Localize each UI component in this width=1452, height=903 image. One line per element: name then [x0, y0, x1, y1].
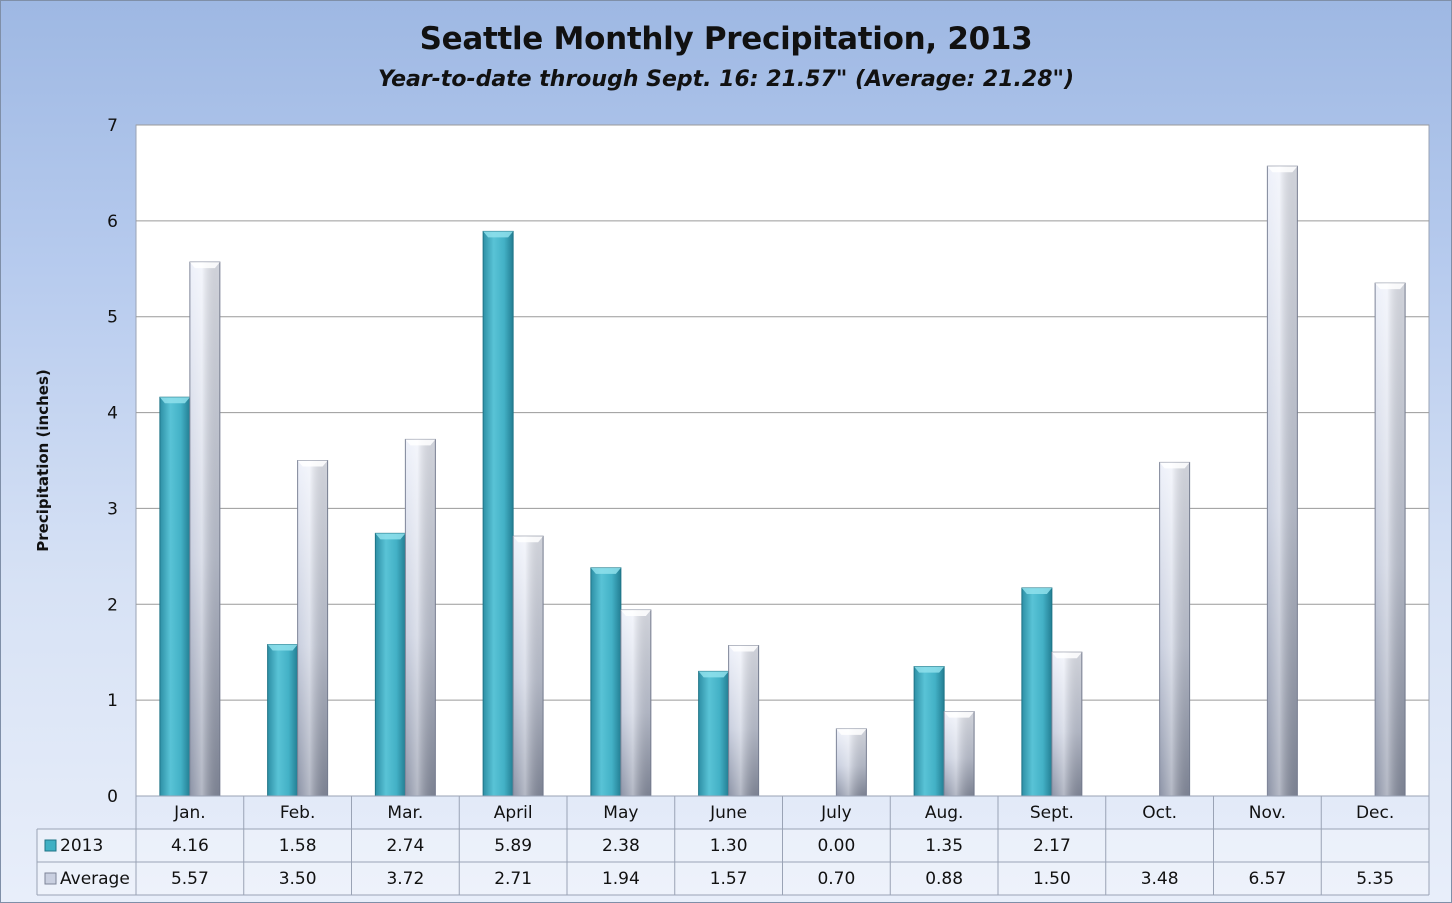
y-tick-label: 0 — [107, 787, 118, 807]
data-label: 1.94 — [602, 869, 640, 889]
bar-bevel — [267, 644, 298, 651]
bar-shine — [189, 262, 220, 797]
data-label: 2.71 — [494, 869, 532, 889]
data-label: 6.57 — [1248, 869, 1286, 889]
bar-bevel — [590, 567, 621, 574]
data-label: 5.57 — [171, 869, 209, 889]
chart-subtitle: Year-to-date through Sept. 16: 21.57" (A… — [377, 67, 1075, 92]
bar-shine — [620, 610, 651, 796]
data-label: 2.74 — [386, 836, 424, 856]
bar-bevel — [1021, 587, 1052, 594]
bar-2013 — [1021, 587, 1053, 797]
bar-shine — [405, 439, 436, 796]
bar-2013 — [159, 396, 191, 797]
bar-shine — [1375, 283, 1406, 796]
legend-label: Average — [60, 869, 130, 889]
bar-shine — [1051, 652, 1082, 796]
bar-bevel — [297, 460, 328, 467]
data-label: 2.38 — [602, 836, 640, 856]
y-tick-label: 2 — [107, 595, 118, 615]
y-tick-label: 4 — [107, 404, 118, 424]
legend-key-2013 — [44, 839, 57, 852]
bar-bevel — [836, 728, 867, 735]
data-label: 3.50 — [279, 869, 317, 889]
legend-key-average — [44, 872, 57, 885]
x-tick-label: June — [709, 803, 747, 823]
y-tick-label: 3 — [107, 499, 118, 519]
data-label: 4.16 — [171, 836, 209, 856]
data-label: 1.50 — [1033, 869, 1071, 889]
x-tick-label: April — [494, 803, 533, 823]
data-label: 5.89 — [494, 836, 532, 856]
data-label: 1.58 — [279, 836, 317, 856]
bar-2013 — [590, 567, 622, 797]
bar-bevel — [375, 533, 406, 540]
bar-bevel — [620, 610, 651, 617]
x-tick-label: Sept. — [1030, 803, 1074, 823]
bar-bevel — [1375, 283, 1406, 290]
bar-bevel — [1051, 652, 1082, 659]
x-tick-label: Oct. — [1142, 803, 1177, 823]
data-label: 1.57 — [710, 869, 748, 889]
x-tick-label: Mar. — [387, 803, 423, 823]
x-tick-label: Jan. — [173, 803, 206, 823]
y-tick-label: 7 — [107, 116, 118, 136]
bar-shine — [513, 536, 544, 796]
bar-bevel — [483, 231, 514, 238]
y-tick-label: 5 — [107, 308, 118, 328]
data-label: 0.88 — [925, 869, 963, 889]
bar-2013 — [913, 666, 945, 797]
bar-bevel — [405, 439, 436, 446]
bar-bevel — [1267, 166, 1298, 173]
chart-title: Seattle Monthly Precipitation, 2013 — [419, 21, 1033, 57]
x-tick-label: Aug. — [925, 803, 964, 823]
legend-label: 2013 — [60, 836, 103, 856]
x-tick-label: Nov. — [1249, 803, 1286, 823]
data-label: 0.70 — [817, 869, 855, 889]
bar-bevel — [1159, 462, 1190, 469]
bar-shine — [944, 711, 975, 796]
data-label: 3.48 — [1141, 869, 1179, 889]
data-label: 3.72 — [386, 869, 424, 889]
y-tick-label: 1 — [107, 691, 118, 711]
bar-bevel — [698, 671, 729, 678]
bar-2013 — [374, 532, 406, 797]
bar-bevel — [159, 397, 190, 404]
bar-shine — [836, 728, 867, 796]
data-label: 5.35 — [1356, 869, 1394, 889]
y-tick-label: 6 — [107, 212, 118, 232]
x-tick-label: Dec. — [1356, 803, 1394, 823]
bar-2013 — [482, 230, 514, 797]
bar-shine — [1159, 462, 1190, 796]
bar-bevel — [189, 262, 220, 269]
bar-shine — [1267, 166, 1298, 796]
data-label: 1.35 — [925, 836, 963, 856]
bar-shine — [728, 645, 759, 796]
data-label: 0.00 — [817, 836, 855, 856]
x-tick-label: Feb. — [280, 803, 316, 823]
bar-2013 — [698, 670, 730, 797]
bar-bevel — [513, 536, 544, 543]
x-tick-label: May — [603, 803, 638, 823]
data-label: 2.17 — [1033, 836, 1071, 856]
bar-bevel — [944, 711, 975, 718]
x-tick-label: July — [820, 803, 852, 823]
bar-bevel — [914, 666, 945, 673]
bar-2013 — [267, 644, 299, 797]
bar-bevel — [728, 645, 759, 652]
bar-shine — [297, 460, 328, 796]
y-axis-label: Precipitation (inches) — [34, 369, 52, 552]
data-label: 1.30 — [710, 836, 748, 856]
plot-area — [135, 124, 1430, 797]
